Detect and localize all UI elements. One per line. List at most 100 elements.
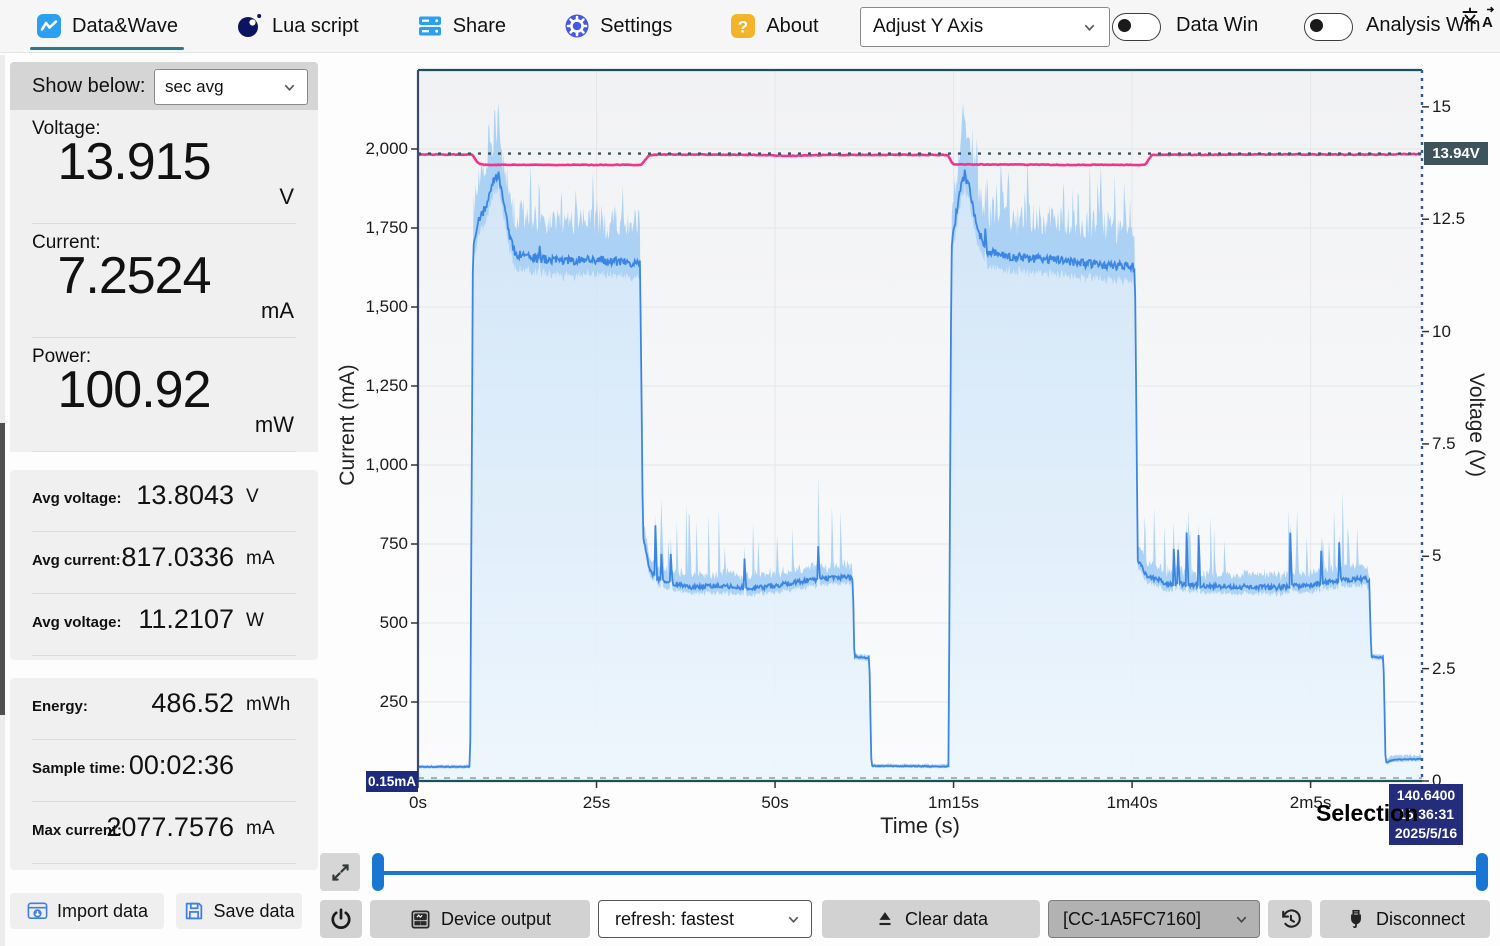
voltage-marker-badge: 13.94V [1424, 142, 1488, 166]
tab-data-wave[interactable]: Data&Wave [30, 0, 184, 52]
stat-value: 13.8043 [136, 480, 234, 510]
divider [32, 593, 296, 594]
x-tick-label: 50s [761, 793, 789, 812]
x-axis-title: Time (s) [880, 813, 960, 838]
adjust-y-axis-dropdown[interactable]: Adjust Y Axis [860, 7, 1110, 47]
save-data-button[interactable]: Save data [176, 893, 302, 929]
lua-icon [236, 13, 262, 39]
toggle-knob [1310, 19, 1323, 32]
divider [32, 337, 296, 338]
refresh-rate-value: refresh: fastest [615, 908, 735, 929]
tab-share[interactable]: Share [411, 0, 512, 52]
x-tick-label: 25s [582, 793, 611, 812]
y-right-tick-label: 15 [1432, 96, 1451, 116]
chart-plot[interactable] [330, 55, 1500, 855]
y-left-tick-label: 750 [379, 534, 408, 553]
current-marker-badge: 0.15mA [366, 771, 418, 792]
disconnect-button[interactable]: Disconnect [1320, 900, 1490, 938]
stat-value: 817.0336 [121, 542, 234, 572]
metric-value: 7.2524 [57, 247, 211, 305]
import-data-label: Import data [56, 900, 149, 921]
metric-label: Power: [32, 346, 92, 367]
stats-card: Energy: 486.52 mWh Sample time: 00:02:36 Max … [10, 678, 318, 870]
metric-unit: mW [254, 412, 294, 437]
stat-unit: V [246, 486, 259, 507]
tab-settings[interactable]: Settings [558, 0, 678, 52]
tab-bar: Data&Wave Lua script Share Settings ? About [30, 0, 825, 52]
y-left-axis-title: Current (mA) [336, 364, 359, 486]
metric-label: Voltage: [32, 118, 101, 139]
y-right-axis-title: Voltage (V) [1465, 373, 1488, 477]
waveform-chart[interactable]: 13.94V 0.15mA Selection 140.6400 15:36:31… [330, 55, 1500, 855]
divider [32, 739, 296, 740]
metric-value: 13.915 [57, 133, 211, 191]
device-output-label: Device output [440, 908, 552, 929]
stat-label: Avg current: [32, 552, 121, 569]
share-icon [417, 13, 443, 39]
history-button[interactable] [1268, 900, 1312, 938]
stat-row: Avg current: 817.0336 mA [10, 532, 318, 594]
stat-label: Sample time: [32, 760, 126, 777]
wave-icon [36, 13, 62, 39]
toggle-knob [1118, 19, 1131, 32]
time-range-slider-track[interactable] [382, 871, 1480, 875]
translate-icon[interactable]: A [1460, 4, 1496, 34]
divider [32, 451, 296, 452]
device-select-value: [CC-1A5FC7160] [1063, 908, 1202, 929]
page-scrollbar-thumb[interactable] [0, 423, 5, 715]
range-slider-left-thumb[interactable] [372, 853, 384, 891]
average-metrics-card: Avg voltage: 13.8043 V Avg current: 817.0336… [10, 470, 318, 660]
stat-label: Avg voltage: [32, 490, 122, 507]
device-select[interactable]: [CC-1A5FC7160] [1048, 900, 1260, 938]
stat-row: Avg voltage: 11.2107 W [10, 594, 318, 656]
voltage-line [417, 152, 1422, 167]
y-right-tick-label: 10 [1432, 321, 1451, 341]
stat-unit: mA [246, 548, 275, 569]
usb-icon [1345, 908, 1367, 930]
y-left-tick-label: 1,750 [365, 218, 408, 237]
live-metrics-card: Voltage: 13.915 V Current: 7.2524 mA Power: 100… [10, 110, 318, 452]
stat-row: Max current: 2077.7576 mA [10, 802, 318, 864]
metric-label: Current: [32, 232, 101, 253]
y-right-tick-label: 5 [1432, 546, 1442, 566]
range-slider-right-thumb[interactable] [1476, 853, 1488, 891]
data-win-toggle[interactable] [1112, 13, 1161, 41]
clear-data-icon [874, 908, 896, 930]
y-left-tick-label: 1,000 [365, 455, 408, 474]
top-toolbar: Data&Wave Lua script Share Settings ? About A… [0, 0, 1500, 53]
current-area-fill [418, 183, 1422, 782]
y-left-tick-label: 1,500 [365, 297, 408, 316]
fit-view-button[interactable] [320, 853, 360, 891]
stat-row: Sample time: 00:02:36 [10, 740, 318, 802]
tooltip-line: 15:36:31 [1397, 806, 1455, 822]
divider [32, 863, 296, 864]
y-right-tick-label: 2.5 [1432, 658, 1456, 678]
x-tick-label: 0s [409, 793, 427, 812]
x-tick-label: 1m15s [928, 793, 980, 812]
tab-about[interactable]: ? About [724, 0, 824, 52]
import-data-button[interactable]: Import data [10, 893, 164, 929]
refresh-rate-select[interactable]: refresh: fastest [598, 900, 812, 938]
analysis-win-toggle[interactable] [1304, 13, 1353, 41]
tooltip-line: 2025/5/16 [1394, 825, 1458, 841]
disconnect-label: Disconnect [1375, 908, 1466, 929]
svg-text:A: A [1482, 14, 1493, 31]
svg-text:?: ? [738, 18, 748, 37]
save-data-label: Save data [213, 900, 295, 921]
live-metric-current: Current: 7.2524 mA [10, 224, 318, 338]
stat-unit: mWh [246, 694, 291, 715]
gear-icon [564, 13, 590, 39]
device-output-button[interactable]: Device output [370, 900, 590, 938]
show-below-dropdown[interactable]: sec avg [154, 69, 308, 105]
tab-lua-script[interactable]: Lua script [230, 0, 365, 52]
stat-value: 00:02:36 [128, 750, 234, 780]
power-button[interactable] [320, 900, 362, 938]
metric-unit: V [279, 184, 294, 209]
tooltip-line: 140.6400 [1396, 787, 1456, 803]
tab-label: Share [452, 14, 507, 37]
clear-data-button[interactable]: Clear data [822, 900, 1040, 938]
chevron-down-icon [1234, 912, 1249, 927]
x-tick-label: 2m5s [1289, 793, 1332, 812]
clear-data-label: Clear data [904, 908, 989, 929]
